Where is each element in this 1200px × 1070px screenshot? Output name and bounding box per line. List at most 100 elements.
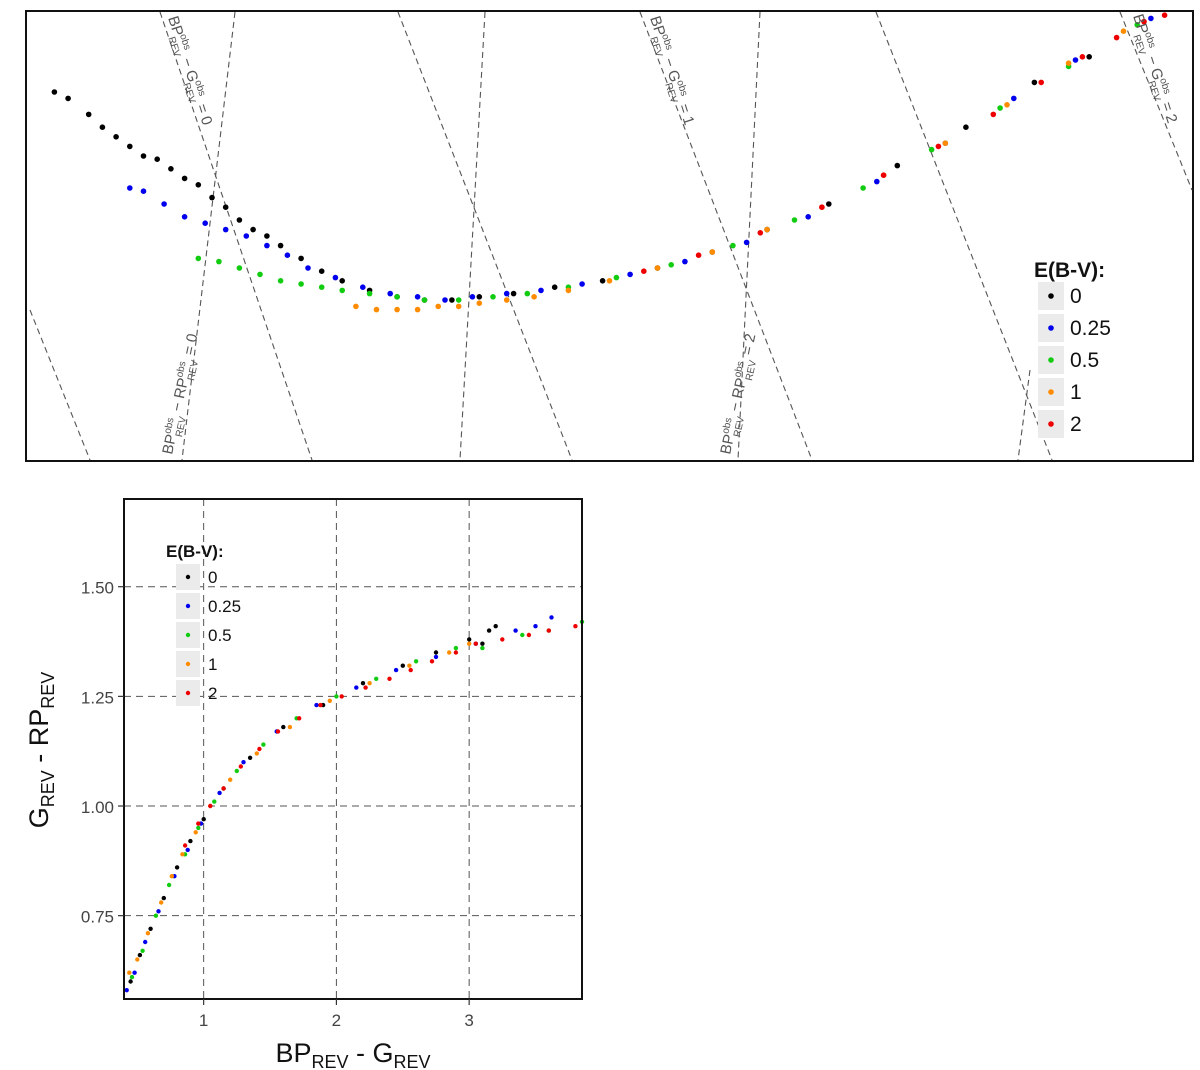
guide-label-equals: =: [180, 340, 200, 360]
guide-label-minus: RP: [729, 376, 750, 400]
data-point: [217, 790, 222, 796]
data-point: [757, 230, 764, 236]
data-point: [196, 821, 201, 826]
data-point: [373, 306, 380, 313]
data-point: [613, 274, 620, 281]
data-point: [212, 799, 217, 804]
data-point: [533, 624, 538, 629]
legend-key-dot: [1048, 293, 1054, 299]
x-axis-title-sub2: REV: [394, 1052, 431, 1070]
guide-label-base: BP: [717, 433, 738, 456]
data-point: [408, 667, 413, 673]
guide-label-sup2: obs: [174, 360, 188, 378]
data-point: [234, 768, 239, 774]
data-point: [1038, 79, 1044, 86]
data-point: [281, 724, 286, 730]
legend-item: 2: [1038, 410, 1082, 438]
data-point: [174, 865, 180, 870]
data-point: [161, 895, 166, 901]
data-point: [500, 637, 505, 642]
legend-key-dot: [1048, 421, 1054, 427]
data-point: [695, 252, 702, 258]
data-point: [327, 698, 332, 703]
data-point: [135, 957, 140, 962]
guide-label-minus-sign: −: [1141, 50, 1162, 72]
top-legend-items: 0 0.25 0.5 1 2: [1038, 282, 1111, 438]
data-point: [222, 204, 229, 210]
data-point: [360, 681, 366, 686]
y-axis-title-sub: REV: [38, 770, 58, 807]
x-tick-label: 1: [199, 1011, 208, 1030]
data-point: [433, 654, 439, 660]
data-point: [339, 278, 346, 284]
guide-label-sup: obs: [177, 33, 192, 52]
data-point: [51, 89, 58, 95]
data-point: [805, 214, 811, 220]
guide-label-minus: G: [1147, 66, 1167, 82]
guide-label-sub: REV: [174, 415, 189, 438]
data-point: [99, 124, 106, 130]
data-point: [764, 226, 770, 233]
data-point: [1120, 28, 1127, 34]
data-point: [476, 294, 483, 300]
data-point: [513, 628, 518, 633]
data-point: [963, 124, 969, 130]
legend-label: 0.25: [208, 597, 241, 616]
guide-label-value: 2: [741, 332, 759, 344]
x-tick-label: 2: [332, 1011, 341, 1030]
data-point: [128, 979, 133, 984]
data-point: [166, 882, 172, 888]
data-point: [407, 663, 412, 668]
data-point: [169, 874, 174, 879]
y-tick-label: 1.00: [81, 798, 114, 817]
data-point: [387, 290, 394, 297]
guide-label-equals: =: [673, 98, 694, 120]
svg-text:BPobsREV − RPobsREV = 2: BPobsREV − RPobsREV = 2: [716, 332, 764, 457]
data-point: [455, 297, 462, 303]
legend-label: 1: [208, 655, 217, 674]
data-point: [520, 632, 525, 638]
top-panel: BPobsREV − GobsREV = 0 BPobsREV − GobsRE…: [25, 10, 1194, 462]
data-point: [264, 242, 270, 249]
data-point: [433, 650, 439, 655]
data-point: [314, 702, 319, 708]
data-point: [928, 146, 935, 153]
legend-item: 0: [1038, 282, 1082, 310]
top-legend-title: E(B-V):: [1034, 259, 1105, 282]
data-point: [480, 641, 485, 646]
data-point: [421, 297, 428, 303]
x-axis-title-minus-sign: -: [349, 1038, 373, 1068]
legend-item: 0.25: [176, 593, 241, 619]
data-point: [1141, 18, 1147, 25]
guide-label-sup2: obs: [192, 79, 207, 98]
data-point: [195, 255, 202, 262]
bottom-legend-items: 0 0.25 0.5 1 2: [176, 564, 241, 706]
data-point: [148, 926, 153, 931]
guide-label-minus-sign: −: [658, 52, 679, 74]
data-point: [156, 909, 161, 914]
data-point: [467, 641, 472, 646]
data-point: [990, 111, 997, 118]
data-point: [510, 290, 517, 297]
data-point: [145, 931, 151, 936]
bottom-points: [124, 615, 585, 993]
y-axis-title: GREV - RPREV: [24, 672, 58, 829]
guide-label-bp-rp-2: BPobsREV − RPobsREV = 2: [716, 332, 764, 457]
data-point: [942, 140, 949, 146]
guide-line: [159, 11, 313, 461]
guide-line: [1119, 11, 1193, 191]
data-point: [161, 201, 167, 207]
data-point: [1161, 12, 1168, 18]
data-point: [332, 274, 339, 281]
guide-line: [29, 309, 91, 461]
data-point: [353, 303, 359, 310]
data-point: [236, 265, 243, 271]
data-point: [140, 948, 145, 953]
data-point: [284, 252, 291, 258]
guide-label-minus-sign: −: [168, 397, 188, 417]
data-point: [641, 268, 647, 275]
guide-label-equals: =: [738, 340, 758, 360]
data-point: [526, 632, 532, 638]
data-point: [627, 271, 633, 278]
